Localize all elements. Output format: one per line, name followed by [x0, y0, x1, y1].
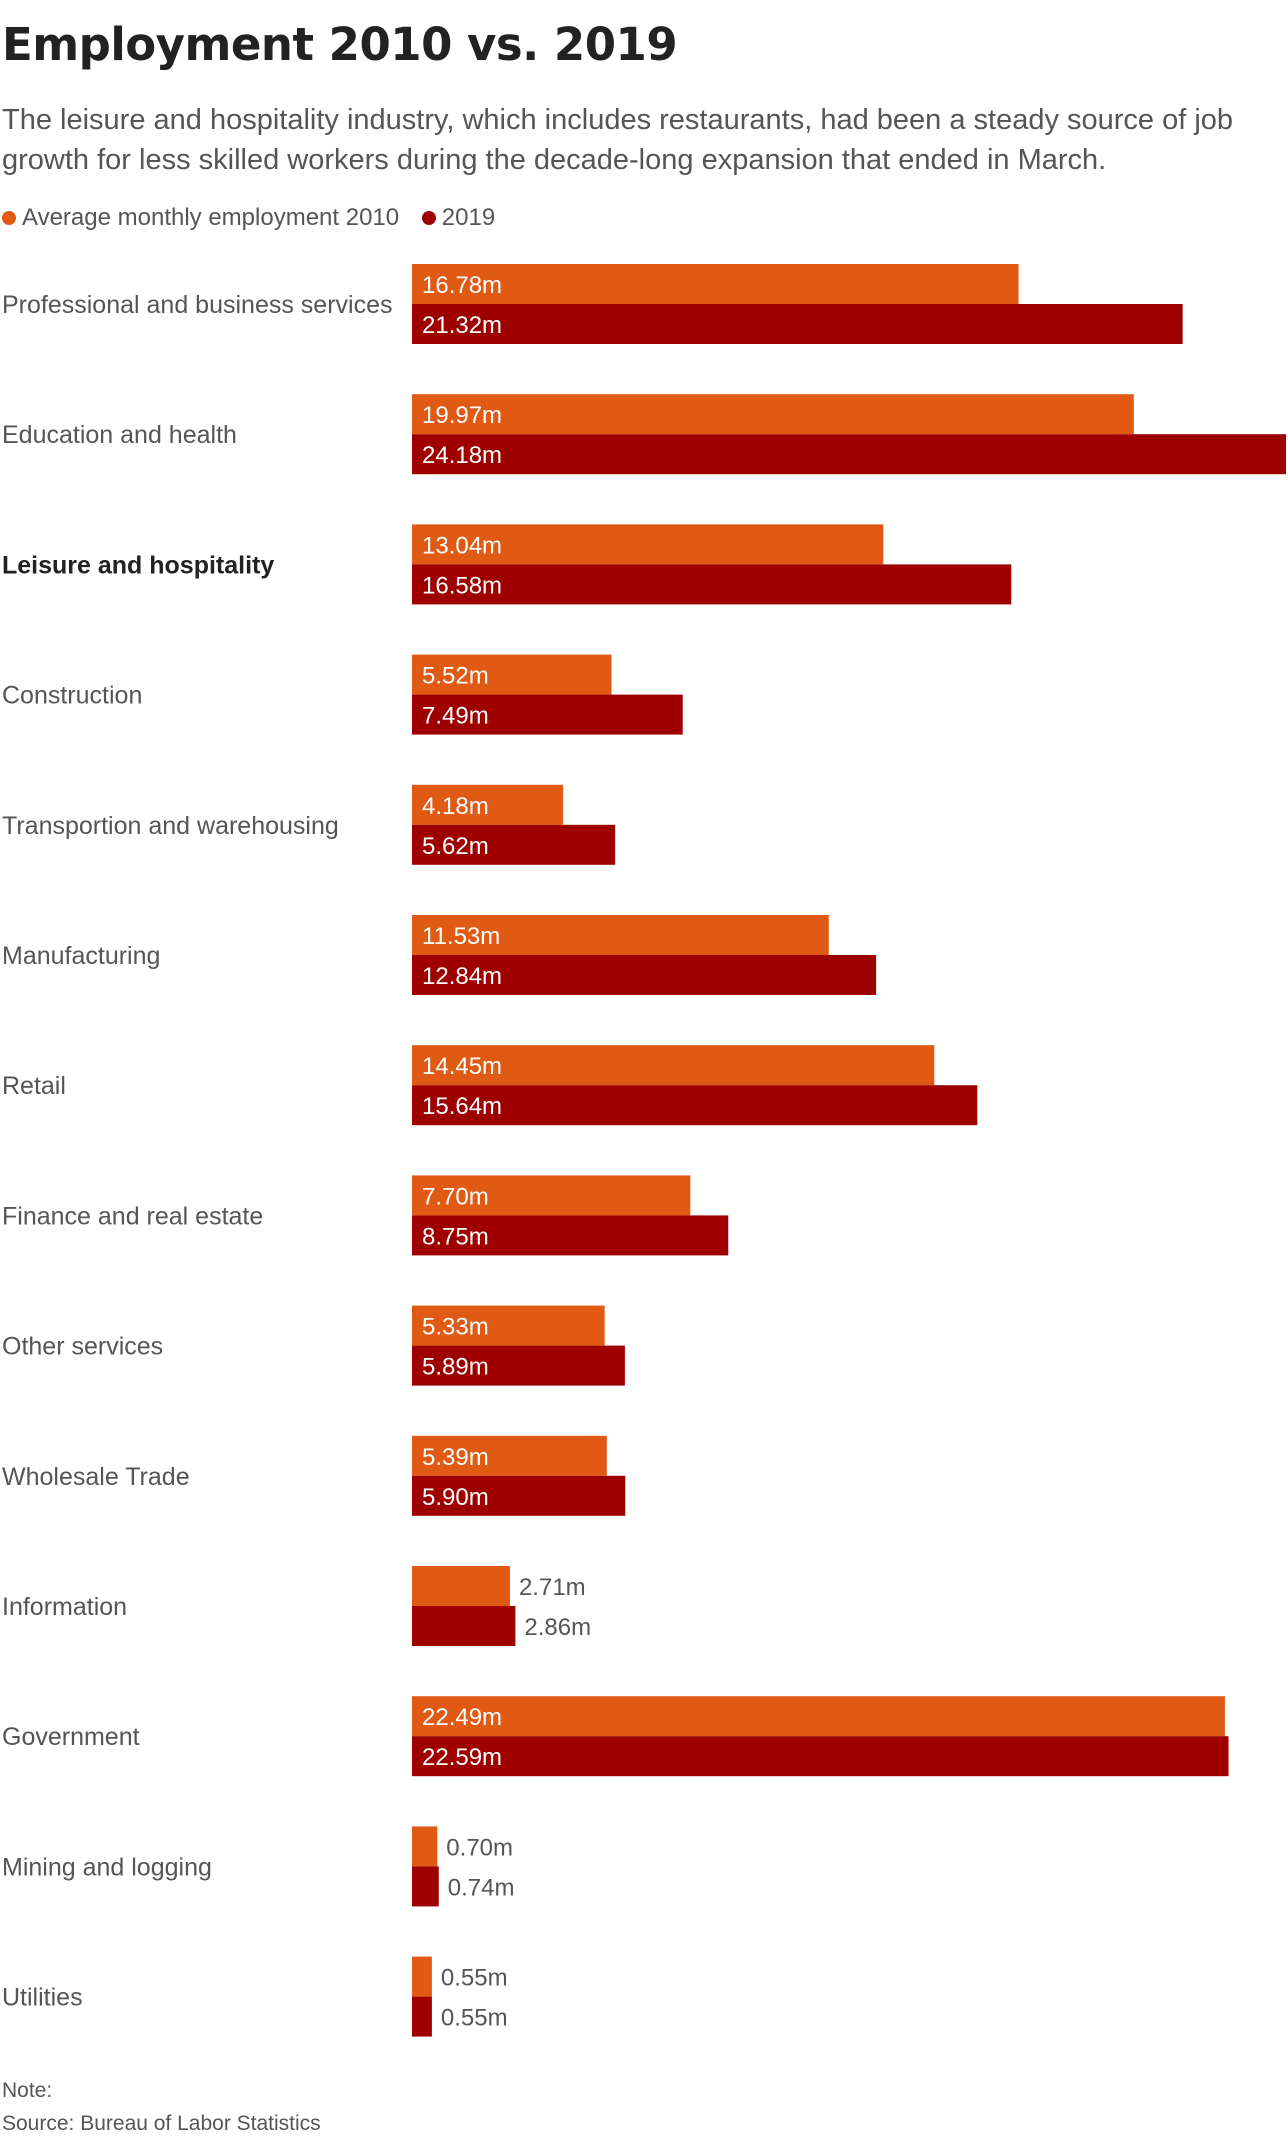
value-label-2019-mining-and-logging: 0.74m: [448, 1874, 515, 1901]
value-label-2019-manufacturing: 12.84m: [422, 963, 502, 990]
bar-2010-mining-and-logging: [412, 1826, 438, 1867]
bar-2010-finance-and-real-estate: [412, 1175, 691, 1216]
category-group-finance-and-real-estate: Finance and real estate 7.70m 8.75m: [2, 1175, 729, 1256]
value-label-2019-information: 2.86m: [524, 1614, 591, 1641]
bar-2010-information: [412, 1566, 510, 1606]
value-label-2019-leisure-and-hospitality: 16.58m: [422, 572, 502, 599]
bar-chart: Professional and business services 16.78m…: [2, 264, 1286, 2037]
value-label-2019-education-and-health: 24.18m: [422, 442, 502, 469]
bar-2010-other-services: [412, 1305, 605, 1346]
category-label-government: Government: [2, 1723, 140, 1751]
category-group-construction: Construction 5.52m 7.49m: [2, 654, 683, 735]
category-group-manufacturing: Manufacturing 11.53m 12.84m: [2, 915, 877, 995]
value-label-2019-retail: 15.64m: [422, 1093, 502, 1120]
category-label-construction: Construction: [2, 682, 142, 710]
category-group-education-and-health: Education and health 19.97m 24.18m: [2, 394, 1286, 475]
footer-note: Note:: [2, 2079, 53, 2102]
legend-item-2010: Average monthly employment 2010: [2, 204, 399, 232]
value-label-2010-transportion-and-warehousing: 4.18m: [422, 793, 489, 820]
value-label-2010-finance-and-real-estate: 7.70m: [422, 1183, 489, 1210]
legend: Average monthly employment 2010 2019: [2, 204, 511, 232]
footer: Note: Source: Bureau of Labor Statistics: [2, 2074, 321, 2140]
value-label-2019-wholesale-trade: 5.90m: [422, 1484, 489, 1511]
bar-2019-utilities: [412, 1996, 432, 2037]
bar-2010-professional-and-business-services: [412, 264, 1019, 304]
value-label-2010-wholesale-trade: 5.39m: [422, 1444, 489, 1471]
chart-subtitle: The leisure and hospitality industry, wh…: [2, 104, 1234, 176]
bar-2019-transportion-and-warehousing: [412, 824, 616, 865]
bar-2019-information: [412, 1606, 516, 1646]
category-group-wholesale-trade: Wholesale Trade 5.39m 5.90m: [2, 1435, 626, 1516]
category-group-professional-and-business-services: Professional and business services 16.78m…: [2, 264, 1183, 344]
value-label-2010-other-services: 5.33m: [422, 1314, 489, 1341]
category-group-transportion-and-warehousing: Transportion and warehousing 4.18m 5.62m: [2, 784, 616, 865]
value-label-2019-utilities: 0.55m: [441, 2005, 508, 2032]
bar-2019-construction: [412, 694, 683, 735]
bar-2019-retail: [412, 1085, 978, 1126]
value-label-2010-retail: 14.45m: [422, 1053, 502, 1080]
value-label-2019-transportion-and-warehousing: 5.62m: [422, 833, 489, 860]
bar-2010-wholesale-trade: [412, 1435, 607, 1476]
value-label-2019-other-services: 5.89m: [422, 1354, 489, 1381]
value-label-2019-government: 22.59m: [422, 1744, 502, 1771]
value-label-2010-manufacturing: 11.53m: [422, 923, 500, 950]
value-label-2010-construction: 5.52m: [422, 663, 489, 690]
category-label-education-and-health: Education and health: [2, 421, 237, 449]
bar-2010-leisure-and-hospitality: [412, 524, 884, 565]
category-label-manufacturing: Manufacturing: [2, 942, 160, 970]
legend-label-2010: Average monthly employment 2010: [22, 204, 400, 231]
value-label-2019-construction: 7.49m: [422, 703, 489, 730]
bar-2019-wholesale-trade: [412, 1475, 626, 1516]
category-label-professional-and-business-services: Professional and business services: [2, 291, 392, 319]
category-group-leisure-and-hospitality: Leisure and hospitality 13.04m 16.58m: [2, 524, 1012, 605]
category-label-finance-and-real-estate: Finance and real estate: [2, 1202, 263, 1230]
category-label-other-services: Other services: [2, 1333, 163, 1361]
bar-2010-government: [412, 1696, 1225, 1737]
legend-dot-2010: [2, 211, 16, 225]
category-label-retail: Retail: [2, 1072, 66, 1100]
bar-2010-transportion-and-warehousing: [412, 784, 564, 825]
value-label-2010-government: 22.49m: [422, 1704, 502, 1731]
value-label-2010-utilities: 0.55m: [441, 1965, 508, 1992]
chart-title: Employment 2010 vs. 2019: [2, 18, 678, 71]
category-group-other-services: Other services 5.33m 5.89m: [2, 1305, 625, 1386]
category-group-mining-and-logging: Mining and logging 0.70m 0.74m: [2, 1826, 515, 1907]
bar-2019-leisure-and-hospitality: [412, 564, 1012, 605]
value-label-2019-professional-and-business-services: 21.32m: [422, 312, 502, 339]
value-label-2010-information: 2.71m: [519, 1574, 586, 1601]
legend-item-2019: 2019: [421, 204, 496, 232]
legend-dot-2019: [421, 211, 436, 225]
category-label-information: Information: [2, 1593, 127, 1621]
bar-2019-professional-and-business-services: [412, 304, 1183, 344]
category-group-utilities: Utilities 0.55m 0.55m: [2, 1956, 508, 2037]
category-group-information: Information 2.71m 2.86m: [2, 1566, 591, 1646]
bar-2019-mining-and-logging: [412, 1866, 439, 1907]
bar-2019-manufacturing: [412, 955, 877, 995]
category-label-utilities: Utilities: [2, 1984, 83, 2012]
category-label-leisure-and-hospitality: Leisure and hospitality: [2, 551, 274, 579]
category-group-retail: Retail 14.45m 15.64m: [2, 1045, 978, 1126]
bar-2019-other-services: [412, 1345, 625, 1386]
bar-2019-government: [412, 1736, 1229, 1777]
footer-source: Source: Bureau of Labor Statistics: [2, 2112, 321, 2135]
value-label-2010-professional-and-business-services: 16.78m: [422, 272, 502, 299]
value-label-2010-leisure-and-hospitality: 13.04m: [422, 532, 502, 559]
value-label-2010-mining-and-logging: 0.70m: [446, 1834, 513, 1861]
bar-2019-education-and-health: [412, 434, 1286, 475]
bar-2010-manufacturing: [412, 915, 829, 955]
value-label-2019-finance-and-real-estate: 8.75m: [422, 1223, 489, 1250]
legend-label-2019: 2019: [441, 204, 496, 231]
bar-2019-finance-and-real-estate: [412, 1215, 729, 1256]
category-label-mining-and-logging: Mining and logging: [2, 1853, 212, 1881]
bar-2010-utilities: [412, 1956, 432, 1997]
bar-2010-retail: [412, 1045, 935, 1086]
value-label-2010-education-and-health: 19.97m: [422, 402, 502, 429]
bar-2010-education-and-health: [412, 394, 1134, 435]
category-group-government: Government 22.49m 22.59m: [2, 1696, 1229, 1777]
bar-2010-construction: [412, 654, 612, 695]
category-label-transportion-and-warehousing: Transportion and warehousing: [2, 812, 339, 840]
category-label-wholesale-trade: Wholesale Trade: [2, 1463, 190, 1491]
